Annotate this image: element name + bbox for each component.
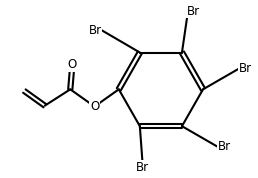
Text: Br: Br — [88, 24, 102, 37]
Text: Br: Br — [218, 140, 231, 153]
Text: Br: Br — [187, 5, 200, 18]
Text: Br: Br — [239, 62, 252, 75]
Text: O: O — [90, 100, 99, 113]
Text: Br: Br — [136, 161, 149, 174]
Text: O: O — [68, 58, 77, 71]
